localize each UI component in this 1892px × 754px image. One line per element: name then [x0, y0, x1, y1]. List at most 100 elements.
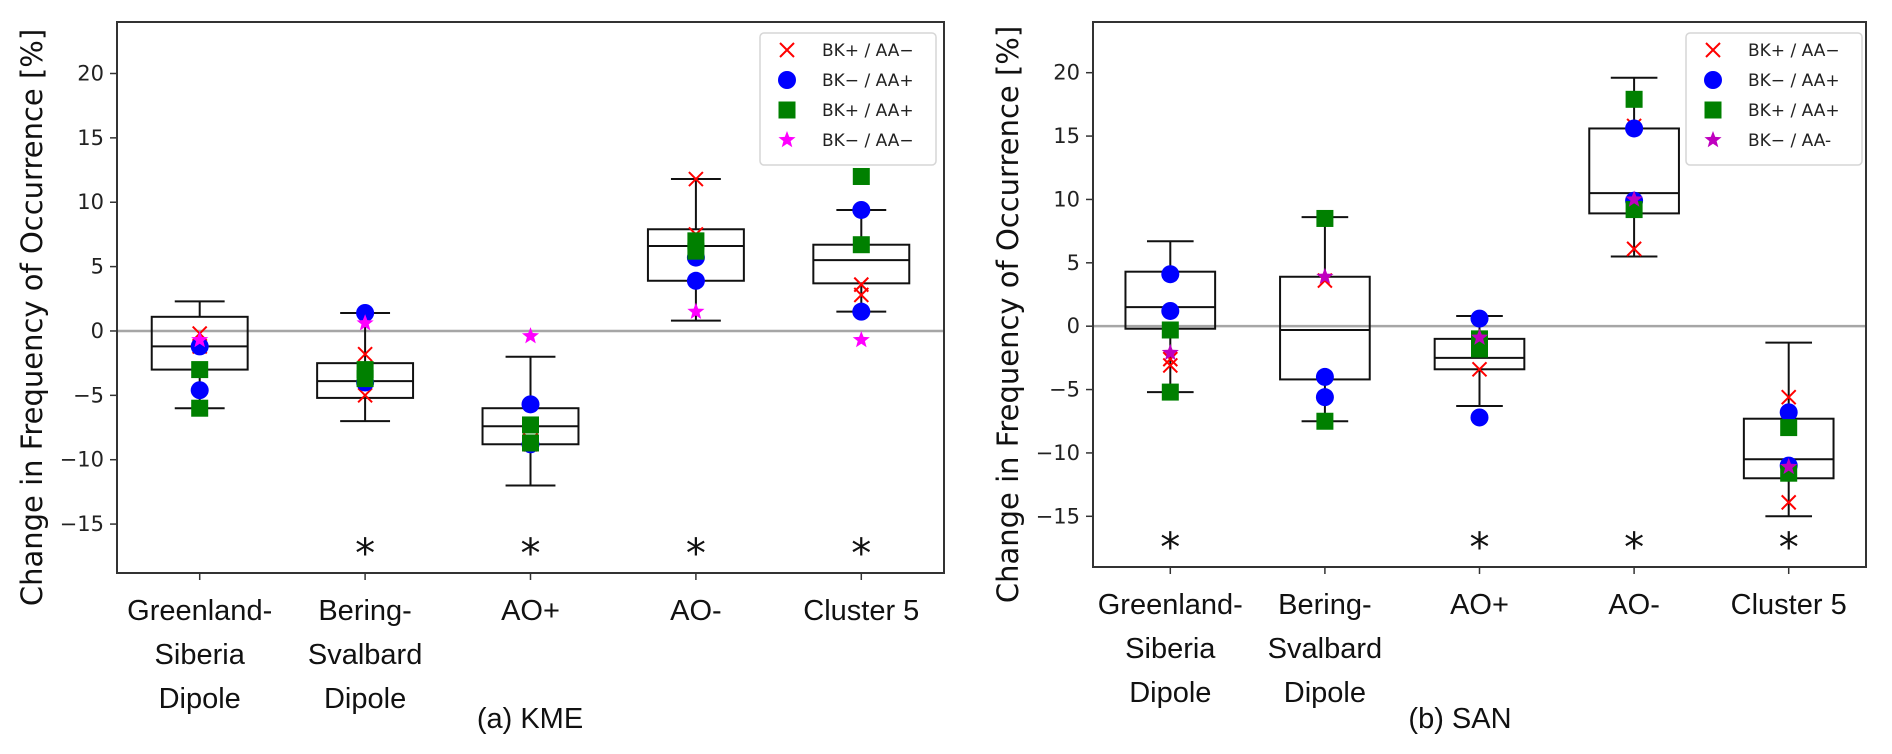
legend-marker-circle-icon — [1704, 71, 1722, 89]
x-tick-label-line: Cluster 5 — [1731, 589, 1847, 621]
legend-marker-x-icon — [1705, 42, 1721, 58]
data-point-square — [1161, 321, 1179, 339]
y-tick-label: 5 — [1067, 251, 1080, 275]
legend: BK+ / AA− BK− / AA+ BK+ / AA+ BK− / AA- — [1685, 32, 1863, 166]
legend-label: BK− / AA+ — [822, 71, 914, 91]
data-point-square — [1316, 209, 1334, 227]
significance-asterisk: * — [355, 531, 375, 577]
x-tick-label: Greenland- Siberia Dipole — [127, 595, 272, 715]
legend-frame — [1685, 32, 1863, 166]
x-tick-label-line: Cluster 5 — [803, 595, 919, 627]
x-tick-label-line: AO+ — [1450, 589, 1509, 621]
y-axis-label: Change in Frequency of Occurrence [%] — [991, 26, 1025, 603]
legend-marker-square-icon — [778, 101, 796, 119]
y-tick-label: −15 — [60, 512, 104, 536]
data-point-square — [191, 361, 209, 379]
iqr-box — [1279, 275, 1371, 381]
significance-asterisk: * — [521, 531, 541, 577]
y-tick-label: 10 — [77, 190, 104, 214]
significance-asterisk: * — [851, 531, 871, 577]
data-point-star — [356, 314, 374, 331]
y-tick-label: 5 — [91, 255, 104, 279]
x-tick-label-line: Svalbard — [1268, 633, 1382, 665]
y-tick-label: −5 — [73, 383, 104, 407]
data-point-circle — [1161, 265, 1180, 284]
x-tick-label-line: Siberia — [1125, 633, 1216, 665]
x-tick-label-line: Bering- — [1278, 589, 1372, 621]
x-tick-label: Cluster 5 — [1731, 589, 1847, 621]
data-point-x — [1162, 351, 1179, 367]
x-tick-label: AO+ — [501, 595, 560, 627]
legend-label: BK− / AA− — [822, 131, 914, 151]
data-point-circle — [686, 271, 705, 290]
x-tick-label-line: Dipole — [159, 683, 241, 715]
data-point-square — [356, 370, 374, 388]
significance-asterisk: * — [1624, 525, 1644, 571]
legend-label: BK+ / AA+ — [1748, 101, 1840, 121]
data-point-circle — [521, 395, 540, 414]
box-2: * — [481, 355, 580, 577]
data-point-square — [687, 242, 705, 260]
y-tick-label: −15 — [1036, 504, 1080, 528]
series-3 — [191, 302, 870, 348]
data-point-square — [1780, 419, 1798, 437]
panel-caption: (b) SAN — [1408, 703, 1511, 735]
x-tick-label-line: AO- — [1608, 589, 1660, 621]
y-tick-label: 15 — [77, 126, 104, 150]
data-point-square — [1625, 90, 1643, 108]
legend-marker-x-icon — [779, 42, 795, 58]
x-tick-label: AO+ — [1450, 589, 1509, 621]
box-1: * — [316, 311, 415, 577]
y-tick-label: −10 — [1036, 441, 1080, 465]
y-tick-label: 20 — [77, 61, 104, 85]
y-axis-label: Change in Frequency of Occurrence [%] — [15, 29, 49, 606]
legend-marker-circle-icon — [778, 71, 796, 89]
legend-label: BK+ / AA− — [822, 41, 914, 61]
x-tick-label-line: Dipole — [324, 683, 406, 715]
legend-label: BK− / AA+ — [1748, 71, 1840, 91]
data-point-star — [852, 330, 870, 348]
significance-asterisk: * — [1160, 525, 1180, 571]
data-point-circle — [1779, 403, 1798, 422]
data-point-square — [1625, 201, 1643, 219]
x-tick-label-line: Siberia — [155, 639, 246, 671]
data-point-circle — [1315, 388, 1334, 407]
data-point-star — [191, 330, 209, 348]
panel-b: −15 −10 −5 0 5 10 15 20 Change in Frequency of O… — [991, 21, 1867, 735]
y-tick-label: 15 — [1053, 124, 1080, 148]
data-point-star — [521, 327, 540, 344]
data-point-circle — [852, 302, 871, 321]
x-tick-label-line: Bering- — [318, 595, 412, 627]
box-4: * — [812, 208, 911, 577]
data-point-x — [688, 171, 704, 187]
data-point-x — [1780, 389, 1797, 405]
data-point-circle — [1470, 309, 1489, 328]
data-point-x — [357, 346, 373, 362]
x-tick-label-line: Dipole — [1284, 677, 1366, 709]
data-point-star — [1470, 328, 1489, 345]
x-tick-label: AO- — [670, 595, 722, 627]
data-point-square — [522, 416, 539, 434]
y-tick-label: 10 — [1053, 187, 1080, 211]
significance-asterisk: * — [686, 531, 706, 577]
y-tick-label: 0 — [91, 319, 104, 343]
significance-asterisk: * — [1779, 525, 1799, 571]
data-point-x — [1162, 357, 1179, 374]
data-point-circle — [1625, 119, 1644, 138]
x-tick-label: AO- — [1608, 589, 1660, 621]
series-3 — [1161, 190, 1798, 475]
x-tick-label-line: AO+ — [501, 595, 560, 627]
data-point-star — [1316, 267, 1334, 285]
series-1 — [1161, 119, 1798, 475]
x-tick-label-line: Svalbard — [308, 639, 422, 671]
data-point-circle — [852, 200, 871, 219]
data-point-x — [1471, 361, 1488, 377]
data-point-star — [1780, 457, 1798, 475]
data-point-circle — [1161, 301, 1180, 320]
legend-marker-square-icon — [1704, 101, 1722, 119]
series-2 — [191, 167, 870, 452]
significance-asterisk: * — [1470, 525, 1490, 571]
data-point-circle — [1315, 367, 1334, 386]
data-point-circle — [1470, 408, 1489, 427]
